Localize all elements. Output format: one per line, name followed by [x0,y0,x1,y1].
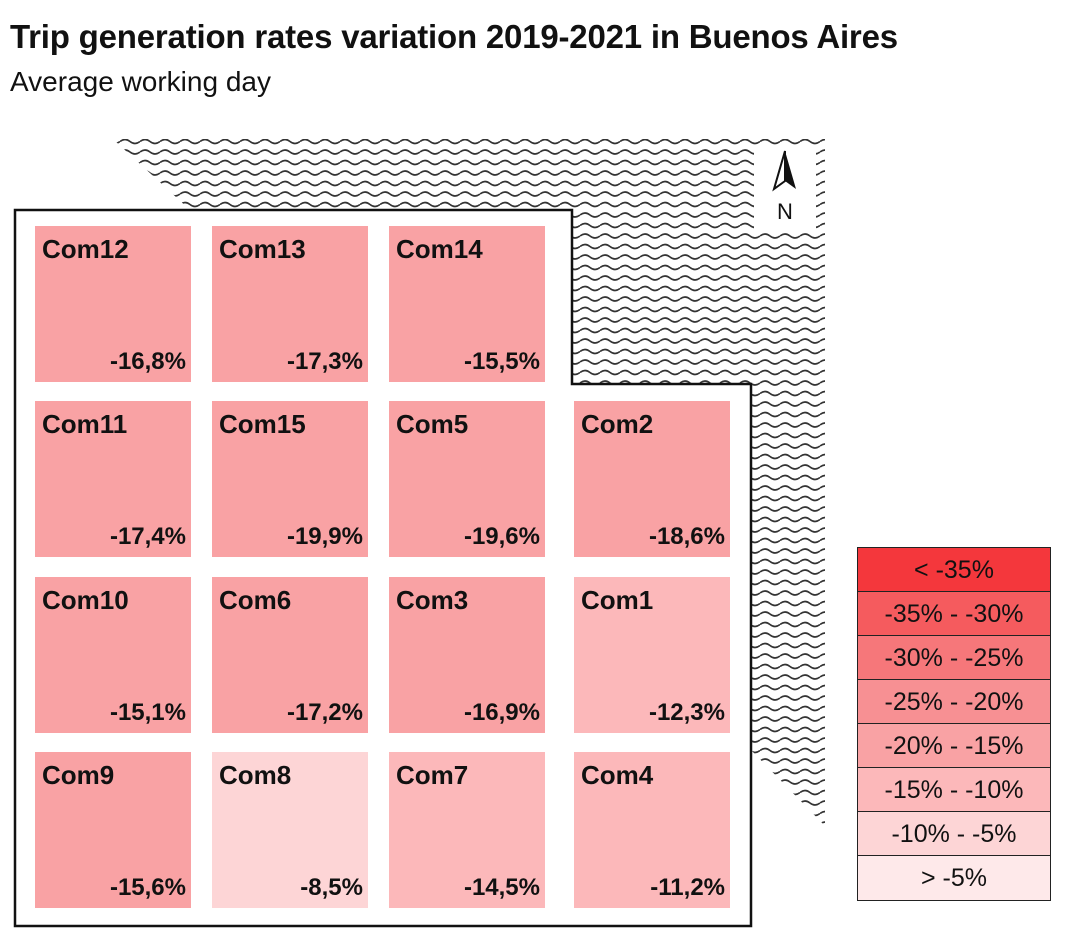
commune-value: -12,3% [648,699,725,726]
commune-tile-com5: Com5 -19,6% [389,401,545,557]
city-boundary [13,208,753,928]
commune-value: -19,6% [463,523,540,550]
commune-tile-com4: Com4 -11,2% [574,752,730,908]
commune-tile-com3: Com3 -16,9% [389,577,545,733]
commune-tile-com13: Com13 -17,3% [212,226,368,382]
river-water [113,139,825,826]
commune-value: -16,9% [463,699,540,726]
commune-name: Com10 [42,585,129,615]
commune-tile-com1: Com1 -12,3% [574,577,730,733]
commune-name: Com2 [581,409,654,439]
legend-item: > -5% [858,856,1050,900]
legend-item: -10% - -5% [858,812,1050,856]
commune-value: -15,5% [463,348,540,375]
legend-item: -30% - -25% [858,636,1050,680]
north-arrow: N [754,145,816,229]
commune-value: -15,6% [109,874,186,901]
commune-name: Com13 [219,234,306,264]
commune-value: -17,4% [109,523,186,550]
commune-name: Com9 [42,760,115,790]
commune-name: Com1 [581,585,654,615]
commune-name: Com11 [42,409,128,439]
commune-value: -17,2% [286,699,363,726]
commune-name: Com5 [396,409,469,439]
legend-item: -25% - -20% [858,680,1050,724]
commune-name: Com15 [219,409,306,439]
commune-tile-com8: Com8 -8,5% [212,752,368,908]
north-label: N [777,199,793,224]
commune-name: Com8 [219,760,292,790]
commune-tile-com2: Com2 -18,6% [574,401,730,557]
commune-name: Com7 [396,760,469,790]
commune-name: Com12 [42,234,129,264]
map-title: Trip generation rates variation 2019-202… [10,18,898,55]
commune-tile-com11: Com11 -17,4% [35,401,191,557]
commune-value: -17,3% [286,348,363,375]
commune-name: Com6 [219,585,292,615]
commune-tile-com15: Com15 -19,9% [212,401,368,557]
commune-value: -8,5% [300,874,363,901]
commune-value: -19,9% [286,523,363,550]
compass-icon [772,150,796,192]
commune-value: -11,2% [650,874,725,901]
commune-tile-com10: Com10 -15,1% [35,577,191,733]
commune-tile-com6: Com6 -17,2% [212,577,368,733]
commune-name: Com14 [396,234,483,264]
commune-tile-com12: Com12 -16,8% [35,226,191,382]
legend-item: -20% - -15% [858,724,1050,768]
commune-tile-com7: Com7 -14,5% [389,752,545,908]
map-subtitle: Average working day [10,66,271,97]
commune-value: -18,6% [648,523,725,550]
commune-tile-com9: Com9 -15,6% [35,752,191,908]
legend-item: < -35% [858,548,1050,592]
legend-item: -35% - -30% [858,592,1050,636]
legend-item: -15% - -10% [858,768,1050,812]
color-legend: < -35% -35% - -30% -30% - -25% -25% - -2… [857,547,1051,901]
commune-value: -16,8% [109,348,186,375]
commune-tile-com14: Com14 -15,5% [389,226,545,382]
commune-value: -15,1% [109,699,186,726]
commune-name: Com3 [396,585,469,615]
commune-name: Com4 [581,760,654,790]
commune-value: -14,5% [463,874,540,901]
